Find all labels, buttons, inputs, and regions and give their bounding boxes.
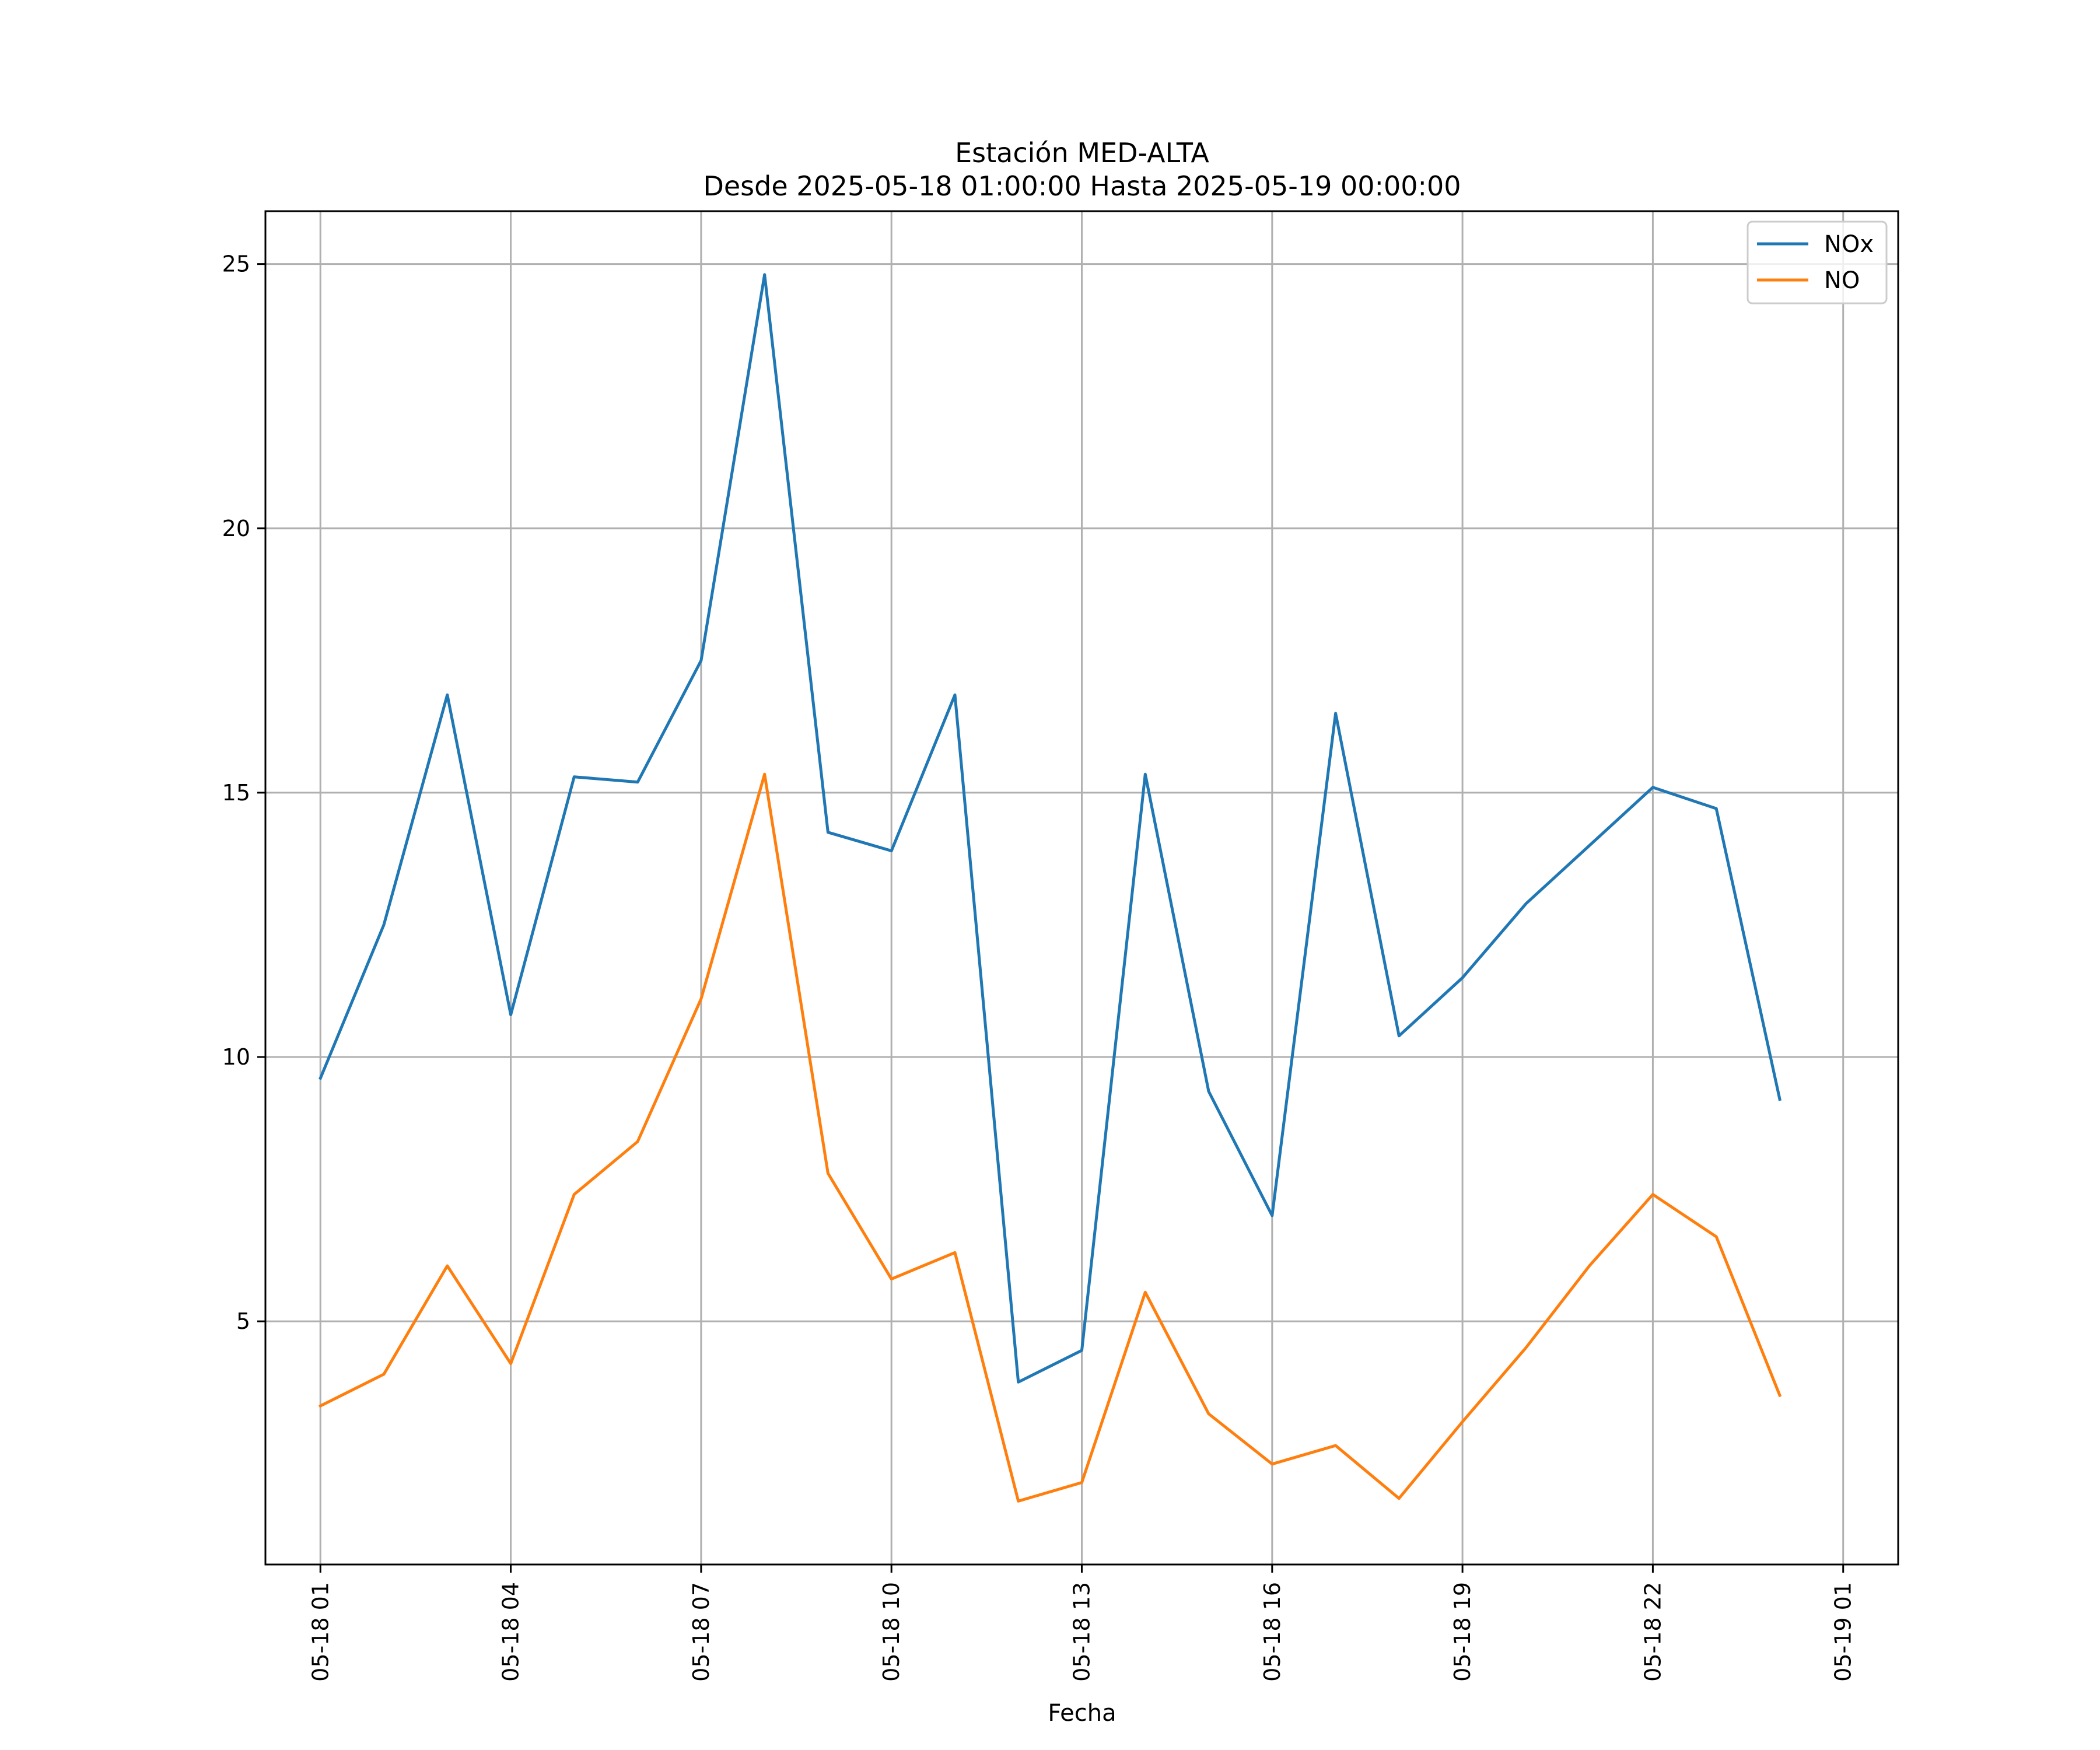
x-tick-label: 05-18 16 <box>1259 1582 1285 1682</box>
x-tick-label: 05-19 01 <box>1831 1582 1856 1682</box>
x-tick-label: 05-18 04 <box>498 1582 524 1682</box>
legend: NOx NO <box>1746 220 1888 304</box>
x-tick-label: 05-18 22 <box>1640 1582 1665 1682</box>
chart-title: Estación MED-ALTA <box>955 137 1209 169</box>
y-tick-label: 25 <box>222 251 250 277</box>
legend-label-no: NO <box>1824 267 1860 294</box>
x-tick-label: 05-18 19 <box>1450 1582 1475 1682</box>
y-tick-label: 15 <box>222 780 250 806</box>
legend-box <box>1746 220 1888 304</box>
y-axis: 5 10 15 20 25 <box>222 251 265 1334</box>
x-axis: 05-18 01 05-18 04 05-18 07 05-18 10 05-18 13… <box>307 1564 1856 1682</box>
series-line-nox <box>318 273 1782 1384</box>
series-layer <box>318 273 1782 1503</box>
y-tick-label: 20 <box>222 516 250 541</box>
y-tick-label: 10 <box>222 1044 250 1070</box>
grid <box>265 211 1898 1564</box>
x-tick-label: 05-18 01 <box>307 1582 333 1682</box>
chart-subtitle: Desde 2025-05-18 01:00:00 Hasta 2025-05-… <box>703 170 1461 202</box>
x-axis-label: Fecha <box>1048 1700 1116 1727</box>
legend-label-nox: NOx <box>1824 231 1874 258</box>
x-tick-label: 05-18 07 <box>688 1582 714 1682</box>
x-tick-label: 05-18 10 <box>878 1582 904 1682</box>
y-tick-label: 5 <box>236 1308 250 1334</box>
x-tick-label: 05-18 13 <box>1069 1582 1095 1682</box>
series-line-no <box>318 772 1782 1503</box>
